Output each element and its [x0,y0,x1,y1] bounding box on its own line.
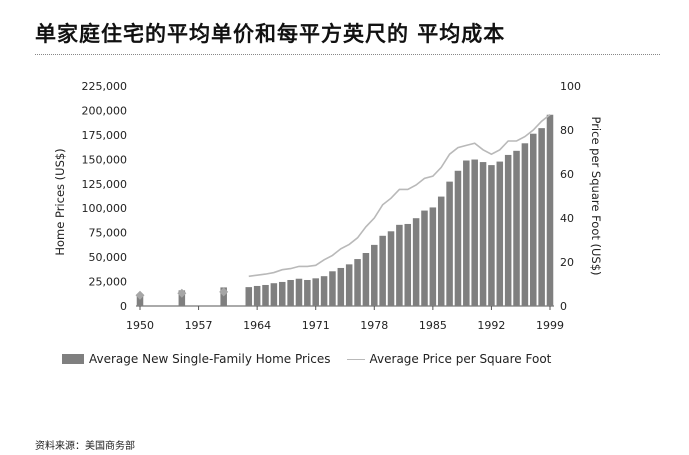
bar [379,235,386,306]
bar [530,133,537,306]
bar [437,196,445,306]
price-per-sqft-line [248,113,551,278]
bar [404,223,412,306]
bar [412,218,420,306]
bar [496,161,504,306]
title-divider [35,54,660,55]
bar [329,271,336,306]
x-tick-label: 1985 [419,319,447,332]
y-tick-label-left: 0 [120,300,127,313]
x-tick-label: 1964 [243,319,271,332]
bar [270,283,278,306]
bar [178,290,186,306]
bar [454,170,462,306]
bar [479,162,487,306]
y-axis-right-title: Price per Square Foot (US$) [589,116,603,275]
source-note: 资料来源：美国商务部 [35,441,135,452]
x-tick-label: 1992 [477,319,505,332]
bar [262,284,269,306]
legend-bar-label: Average New Single-Family Home Prices [89,352,331,366]
x-tick-label: 1950 [126,319,154,332]
bar [463,160,470,306]
bar [429,207,437,306]
bar [245,287,253,306]
x-tick-label: 1957 [185,319,213,332]
x-tick-label: 1999 [536,319,564,332]
marker-series [135,287,229,300]
y-tick-label-left: 25,000 [89,276,128,289]
bar [304,279,311,306]
legend: Average New Single-Family Home Prices Av… [62,352,551,366]
bar [295,278,303,306]
bar [345,264,353,306]
bar [387,231,395,306]
legend-bar-swatch [62,354,84,364]
bar [471,159,478,306]
bar [371,244,378,306]
bar [136,295,144,306]
y-tick-label-right: 60 [560,168,574,181]
x-tick-label: 1971 [302,319,330,332]
y-tick-label-left: 225,000 [82,80,128,93]
bar [253,285,261,306]
y-tick-label-right: 100 [560,80,581,93]
chart-axes [136,305,554,310]
bar [220,287,227,306]
bar [278,281,286,306]
y-tick-label-left: 175,000 [82,129,128,142]
y-tick-label-right: 80 [560,124,574,137]
diamond-marker [135,290,145,300]
y-tick-label-left: 50,000 [89,251,128,264]
bar [287,279,294,306]
y-tick-label-right: 0 [560,300,567,313]
y-tick-label-right: 20 [560,256,574,269]
y-tick-label-left: 200,000 [82,104,128,117]
bar [362,253,370,306]
line-series [248,113,551,278]
bar [488,165,495,306]
bar [513,150,520,306]
bar [521,143,529,306]
y-axis-left-title: Home Prices (US$) [53,148,67,255]
x-tick-label: 1978 [360,319,388,332]
bar [354,259,361,306]
bar [546,114,554,306]
y-tick-label-right: 40 [560,212,574,225]
bar [312,278,319,306]
tick-labels: 0 25,000 50,000 75,000 100,000 125,000 150,000… [82,80,582,332]
bar [396,224,403,306]
bar [337,267,345,306]
y-tick-label-left: 100,000 [82,202,128,215]
bar [446,181,453,306]
page-title: 单家庭住宅的平均单价和每平方英尺的 平均成本 [35,22,506,46]
diamond-marker [219,287,229,297]
bar [538,128,545,306]
legend-line-label: Average Price per Square Foot [369,352,552,366]
diamond-marker [177,288,187,298]
y-tick-label-left: 75,000 [89,227,128,240]
y-tick-label-left: 125,000 [82,178,128,191]
legend-line-swatch [346,358,365,360]
bar [504,154,512,306]
bar-series [136,114,554,306]
y-tick-label-left: 150,000 [82,153,128,166]
bar [421,210,428,306]
bar [320,276,328,306]
